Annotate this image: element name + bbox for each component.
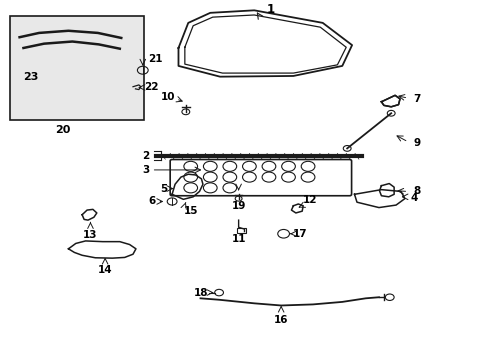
Text: 1: 1: [266, 4, 274, 17]
Text: 13: 13: [83, 230, 98, 240]
Text: 21: 21: [147, 54, 162, 64]
Text: 11: 11: [231, 234, 245, 244]
Bar: [237, 228, 245, 233]
Text: 6: 6: [148, 197, 155, 207]
Text: 12: 12: [303, 195, 317, 205]
Text: 23: 23: [22, 72, 38, 82]
FancyBboxPatch shape: [170, 159, 351, 196]
Text: 9: 9: [412, 138, 420, 148]
Text: 4: 4: [410, 193, 417, 203]
Polygon shape: [381, 95, 399, 107]
Text: 17: 17: [292, 229, 306, 239]
Text: 14: 14: [98, 265, 112, 275]
Text: 18: 18: [193, 288, 208, 298]
Text: 10: 10: [160, 93, 175, 103]
Text: 16: 16: [273, 315, 288, 325]
Text: 19: 19: [231, 201, 245, 211]
Text: 2: 2: [142, 150, 149, 161]
Text: 8: 8: [412, 186, 420, 197]
Text: 3: 3: [142, 165, 149, 175]
Text: 15: 15: [183, 206, 198, 216]
Text: 7: 7: [412, 94, 420, 104]
Bar: [10, 17, 144, 121]
Text: 22: 22: [143, 82, 158, 93]
Text: 5: 5: [160, 184, 167, 194]
Text: 20: 20: [55, 125, 70, 135]
